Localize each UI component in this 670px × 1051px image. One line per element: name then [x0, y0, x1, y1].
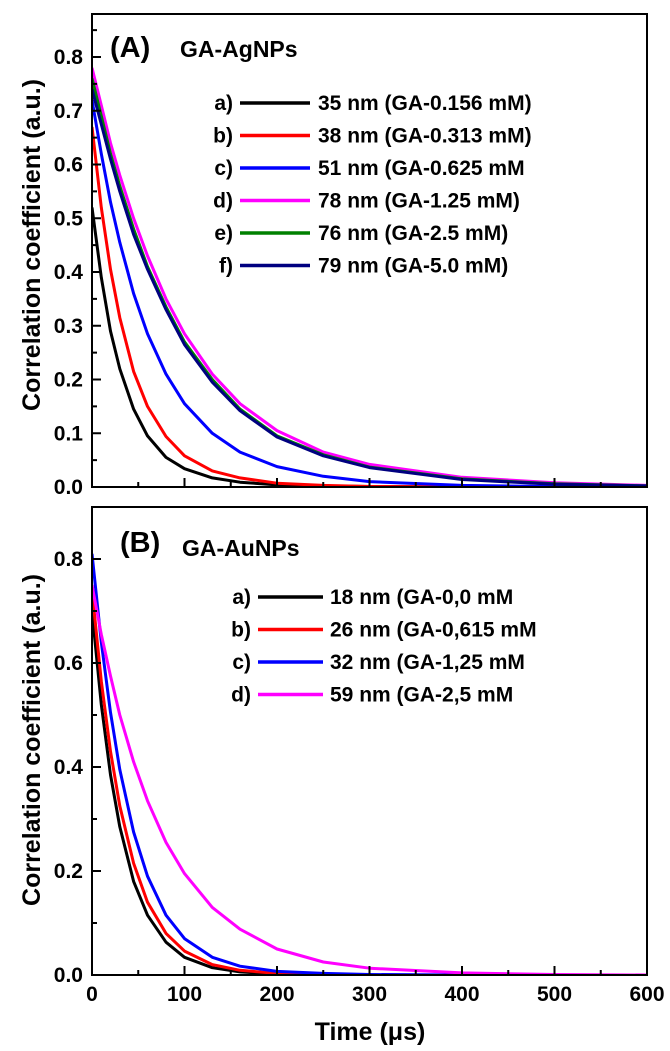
legend-marker: b)	[231, 619, 251, 642]
legend-entry: 18 nm (GA-0,0 mM	[330, 586, 513, 609]
y-tick-label: 0.0	[54, 476, 83, 499]
panel-title: GA-AuNPs	[182, 535, 300, 561]
y-tick-label: 0.5	[54, 207, 84, 230]
panel-b: 0.0 0.2 0.4 0.6 0.8 0 100 200 300 400 500 600 Correl…	[18, 506, 665, 1006]
y-tick-label: 0.4	[54, 756, 84, 779]
y-tick-label: 0.7	[54, 100, 83, 123]
series-line-1	[92, 610, 647, 975]
series-line-6	[92, 88, 647, 487]
legend-marker: c)	[214, 157, 233, 180]
x-tick-label: 600	[629, 983, 664, 1006]
series-line-2	[92, 126, 647, 487]
legend-entry: 79 nm (GA-5.0 mM)	[318, 255, 508, 278]
y-tick-label: 0.1	[54, 422, 84, 445]
panel-label: (A)	[110, 32, 150, 64]
series-line-2	[92, 590, 647, 975]
y-axis-title: Correlation coefficient (a.u.)	[18, 574, 46, 906]
legend-entry: 38 nm (GA-0.313 mM)	[318, 125, 532, 148]
legend-entry: 78 nm (GA-1.25 mM)	[318, 190, 520, 213]
legend-marker: f)	[219, 255, 233, 278]
legend-entry: 59 nm (GA-2,5 mM	[330, 684, 513, 707]
legend-marker: e)	[214, 222, 233, 245]
x-tick-label: 100	[167, 983, 202, 1006]
panel-label: (B)	[120, 527, 160, 559]
y-tick-label: 0.6	[54, 154, 83, 177]
y-tick-label: 0.8	[54, 46, 84, 69]
y-tick-label: 0.8	[54, 548, 84, 571]
x-tick-label: 300	[352, 983, 387, 1006]
legend-marker: a)	[214, 92, 233, 115]
x-tick-label: 0	[86, 983, 98, 1006]
plot-frame	[91, 506, 648, 976]
legend-marker: c)	[232, 651, 251, 674]
legend-marker: d)	[231, 684, 251, 707]
y-tick-label: 0.2	[54, 369, 83, 392]
panel-title: GA-AgNPs	[180, 36, 298, 62]
series-line-3	[92, 553, 647, 975]
legend-entry: 51 nm (GA-0.625 mM	[318, 157, 525, 180]
legend-entry: 35 nm (GA-0.156 mM)	[318, 92, 532, 115]
legend-marker: b)	[213, 125, 233, 148]
x-tick-label: 500	[537, 983, 572, 1006]
legend-entry: 32 nm (GA-1,25 mM	[330, 651, 525, 674]
y-tick-label: 0.2	[54, 860, 83, 883]
legend-entry: 76 nm (GA-2.5 mM)	[318, 222, 508, 245]
y-tick-label: 0.3	[54, 315, 83, 338]
y-tick-label: 0.4	[54, 261, 84, 284]
y-axis-title: Correlation coefficient (a.u.)	[18, 79, 46, 411]
y-tick-label: 0.6	[54, 652, 83, 675]
y-tick-label: 0.0	[54, 964, 83, 987]
legend-entry: 26 nm (GA-0,615 mM	[330, 619, 537, 642]
x-tick-label: 200	[259, 983, 294, 1006]
legend-marker: a)	[232, 586, 251, 609]
x-tick-label: 400	[444, 983, 479, 1006]
series-line-4	[92, 67, 647, 487]
plot-frame	[91, 13, 648, 488]
series-line-4	[92, 584, 647, 975]
panel-a: 0.0 0.1 0.2 0.3 0.4 0.5 0.6 0.7 0.8 Correlation c…	[18, 13, 648, 499]
x-axis-title: Time (μs)	[315, 1018, 426, 1046]
legend-marker: d)	[213, 190, 233, 213]
